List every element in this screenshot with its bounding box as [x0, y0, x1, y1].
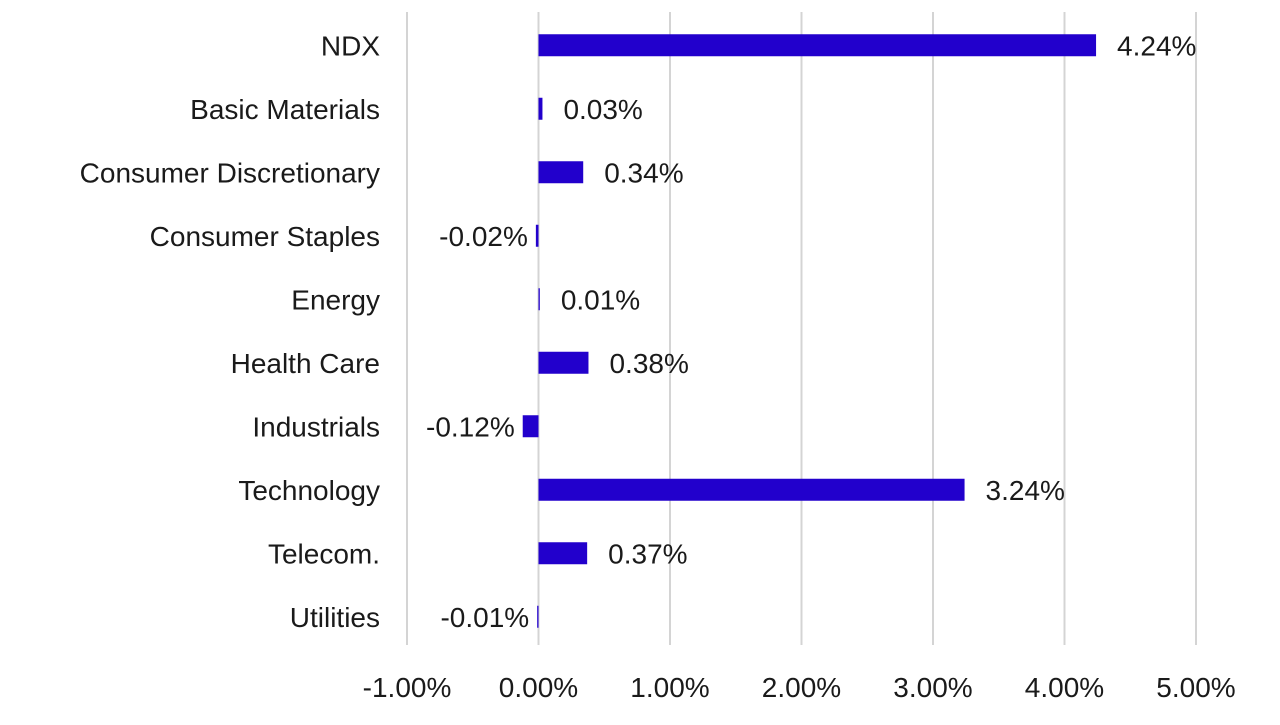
value-label: 0.34%: [604, 157, 683, 188]
bar: [538, 351, 589, 374]
x-tick-label: 5.00%: [1156, 672, 1235, 703]
bar: [538, 34, 1097, 57]
category-label: Consumer Discretionary: [80, 157, 380, 188]
value-label: 0.03%: [563, 94, 642, 125]
bar: [522, 415, 539, 438]
value-label: -0.02%: [439, 221, 528, 252]
bar: [538, 161, 584, 184]
bars: [522, 34, 1097, 628]
bar: [538, 478, 965, 501]
category-label: Health Care: [231, 348, 380, 379]
category-label: Technology: [238, 475, 380, 506]
category-label: Energy: [291, 284, 380, 315]
category-label: Utilities: [290, 602, 380, 633]
value-label: -0.12%: [426, 411, 515, 442]
value-label: 0.01%: [561, 284, 640, 315]
value-label: 0.37%: [608, 538, 687, 569]
value-label: -0.01%: [440, 602, 529, 633]
x-axis-tick-labels: -1.00% 0.00% 1.00% 2.00% 3.00% 4.00% 5.00%: [363, 672, 1236, 703]
category-label: Basic Materials: [190, 94, 380, 125]
value-labels: 4.24% 0.03% 0.34% -0.02% 0.01% 0.38% -0.12% 3.2…: [426, 30, 1196, 633]
bar: [535, 224, 539, 247]
category-labels: NDX Basic Materials Consumer Discretionary…: [80, 30, 381, 633]
category-label: Consumer Staples: [150, 221, 380, 252]
x-tick-label: 0.00%: [499, 672, 578, 703]
x-tick-label: 1.00%: [630, 672, 709, 703]
category-label: Telecom.: [268, 538, 380, 569]
category-label: NDX: [321, 30, 380, 61]
gridlines: [406, 12, 1197, 645]
x-tick-label: 4.00%: [1025, 672, 1104, 703]
x-tick-label: 3.00%: [893, 672, 972, 703]
x-tick-label: 2.00%: [762, 672, 841, 703]
bar: [538, 97, 543, 120]
x-tick-label: -1.00%: [363, 672, 452, 703]
value-label: 3.24%: [986, 475, 1065, 506]
category-label: Industrials: [252, 411, 380, 442]
bar: [537, 605, 539, 628]
value-label: 0.38%: [609, 348, 688, 379]
bar: [538, 288, 540, 311]
bar: [538, 542, 588, 565]
value-label: 4.24%: [1117, 30, 1196, 61]
